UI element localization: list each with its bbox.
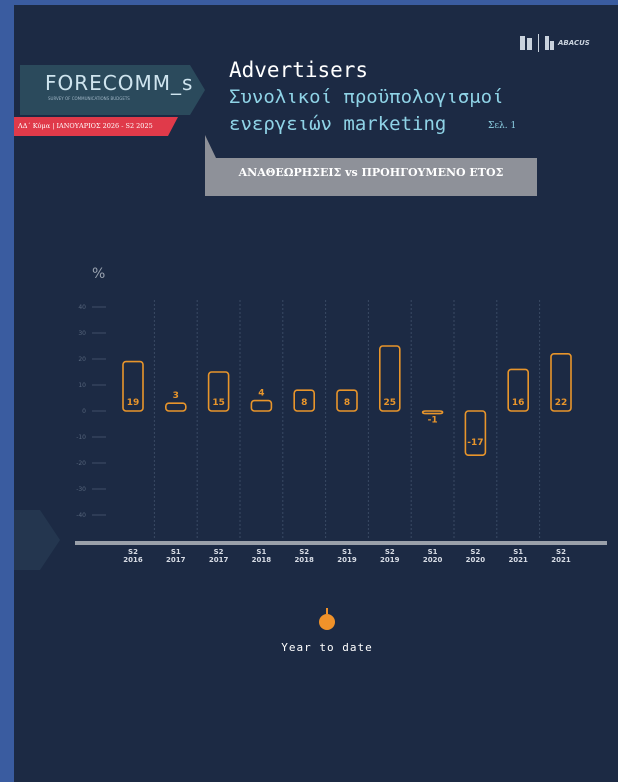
bar: [464, 410, 487, 457]
y-tick-label: 20: [78, 356, 86, 363]
bar: [550, 352, 572, 412]
legend-dot: [319, 614, 335, 630]
logo: FORECOMM_s: [45, 71, 194, 95]
bar: [293, 389, 316, 412]
chevron: [14, 510, 60, 570]
x-tick-label: S1 2017: [166, 548, 186, 564]
y-tick-label: -30: [76, 486, 86, 493]
wave: ΛΔ΄ Κύμα | ΙΑΝΟΥΑΡΙΟΣ 2026 - S2 2025: [18, 122, 153, 130]
y-tick-label: 10: [78, 382, 86, 389]
y-tick-label: -40: [76, 512, 86, 519]
value-label: 3: [173, 391, 179, 401]
bar: [165, 402, 187, 412]
page-number: Σελ. 1: [488, 121, 517, 131]
brand-divider: [538, 34, 539, 52]
x-tick-label: S1 2021: [508, 548, 528, 564]
x-tick-label: S2 2016: [123, 548, 143, 564]
y-tick-label: 40: [78, 304, 86, 311]
x-tick-label: S1 2019: [337, 548, 357, 564]
title-1: Advertisers: [229, 58, 369, 82]
bar: [122, 360, 144, 412]
title-3: ενεργειών marketing: [229, 113, 447, 135]
x-tick-label: S1 2020: [422, 548, 443, 564]
brand: ABACUS: [558, 39, 590, 47]
value-label: -17: [467, 438, 483, 448]
x-tick-label: S2 2018: [294, 548, 314, 564]
brand-icon: [545, 36, 549, 50]
brand-icon: [550, 41, 554, 50]
x-tick-label: S2 2019: [380, 548, 400, 564]
y-tick-label: -10: [76, 434, 86, 441]
y-tick-label: 30: [78, 330, 86, 337]
brand-icon: [520, 36, 525, 50]
value-label: -1: [428, 416, 438, 426]
y-tick-label: -20: [76, 460, 86, 467]
x-tick-label: S2 2021: [551, 548, 571, 564]
value-label: 4: [258, 389, 264, 399]
logo-sub: SURVEY OF COMMUNICATIONS BUDGETS: [48, 96, 130, 101]
value-label: 8: [301, 398, 307, 408]
subtitle: ΑΝΑΘΕΩΡΗΣΕΙΣ vs ΠΡΟΗΓΟΥΜΕΝΟ ΕΤΟΣ: [238, 166, 504, 179]
y-tick-label: 0: [82, 408, 86, 415]
y-label: %: [92, 266, 106, 282]
value-label: 25: [384, 398, 397, 408]
bar: [378, 345, 401, 412]
value-label: 15: [212, 398, 225, 408]
bar: [507, 368, 530, 412]
subtitle-box: [205, 135, 537, 196]
x-tick-label: S2 2017: [208, 548, 229, 564]
brand-icon: [527, 38, 532, 50]
value-label: 22: [555, 398, 568, 408]
wave-banner: [14, 117, 178, 136]
x-tick-label: S2 2020: [465, 548, 486, 564]
bar: [336, 389, 358, 412]
value-label: 8: [344, 398, 350, 408]
x-axis: [75, 541, 607, 545]
bar: [207, 371, 230, 412]
title-2: Συνολικοί προϋπολογισμοί: [229, 86, 504, 108]
legend-label: Year to date: [281, 641, 373, 654]
logo-box: [20, 65, 205, 115]
bar: [421, 410, 444, 415]
bar: [250, 399, 273, 412]
x-tick-label: S1 2018: [251, 548, 272, 564]
value-label: 19: [127, 398, 140, 408]
value-label: 16: [512, 398, 525, 408]
